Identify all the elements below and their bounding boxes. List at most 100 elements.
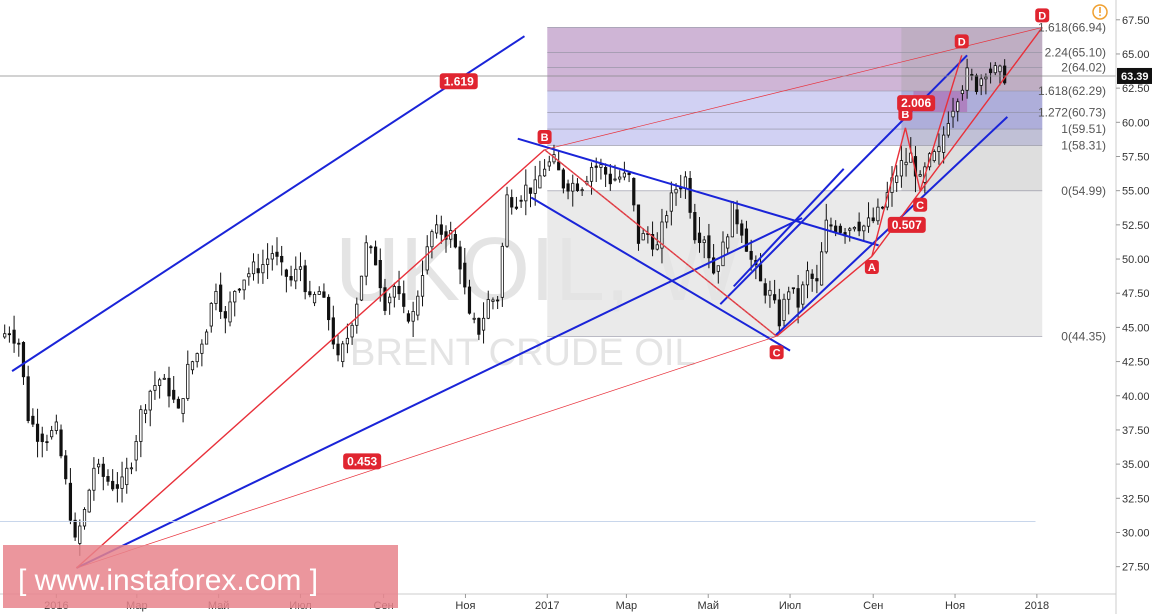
- candle-body: [744, 228, 749, 252]
- brand-banner[interactable]: [ www.instaforex.com ]: [3, 545, 398, 608]
- candle-body: [359, 275, 364, 301]
- candle-body: [327, 296, 331, 321]
- candle-body: [350, 324, 354, 338]
- y-tick-label: 55.00: [1122, 186, 1150, 198]
- candle-body: [59, 429, 63, 457]
- candle-body: [190, 361, 195, 371]
- candle-body: [669, 192, 673, 212]
- y-tick-label: 60.00: [1122, 117, 1150, 129]
- fib-level-label: 2.24(65.10): [1045, 46, 1106, 60]
- candle-body: [599, 164, 603, 168]
- candle-body: [768, 289, 772, 296]
- y-tick-label: 37.50: [1122, 425, 1150, 437]
- candle-body: [613, 178, 617, 181]
- candle-body: [186, 363, 190, 399]
- x-tick-label: Ноя: [455, 600, 475, 612]
- candle-body: [17, 342, 21, 345]
- candle-body: [693, 212, 697, 241]
- brand-text: [ www.instaforex.com ]: [18, 564, 318, 597]
- candle-body: [106, 476, 110, 482]
- retracement-zone-blue: [547, 91, 1043, 146]
- candle-body: [857, 221, 861, 232]
- candle-body: [439, 224, 443, 235]
- candle-body: [707, 235, 711, 259]
- candle-body: [711, 257, 716, 274]
- candle-body: [721, 241, 725, 267]
- candle-body: [561, 169, 565, 189]
- candle-body: [12, 329, 16, 344]
- candle-body: [557, 161, 561, 171]
- wave-point-badge: [954, 34, 969, 49]
- channel-lower-line: [76, 217, 803, 569]
- candle-body: [514, 206, 519, 209]
- candle-body: [542, 168, 547, 177]
- wave-point-label: C: [773, 347, 781, 359]
- candle-body: [308, 291, 312, 296]
- wave-line-xb: [75, 149, 546, 569]
- x-tick-label: 2018: [1025, 600, 1049, 612]
- y-tick-label: 52.50: [1122, 220, 1150, 232]
- candle-body: [284, 269, 288, 277]
- candle-body: [749, 250, 753, 260]
- candle-body: [519, 199, 523, 202]
- candle-body: [143, 409, 148, 414]
- candle-body: [45, 441, 49, 444]
- y-tick-label: 42.50: [1122, 357, 1150, 369]
- alert-icon[interactable]: [1092, 4, 1108, 20]
- candle-body: [937, 146, 941, 152]
- candle-body: [7, 333, 11, 336]
- candle-body: [64, 455, 68, 480]
- candle-body: [589, 167, 594, 182]
- candle-body: [463, 262, 467, 288]
- candle-body: [533, 179, 537, 194]
- x-tick-label: 2017: [535, 600, 559, 612]
- candle-body: [31, 415, 35, 425]
- candle-body: [148, 390, 152, 411]
- y-tick-label: 32.50: [1122, 493, 1150, 505]
- current-price-label: 63.39: [1121, 71, 1149, 83]
- candle-body: [674, 188, 678, 194]
- candle-body: [876, 206, 880, 222]
- fib-level-label: 2(64.02): [1061, 60, 1106, 74]
- candle-body: [782, 298, 786, 321]
- candle-body: [430, 231, 434, 248]
- candle-body: [467, 286, 472, 314]
- candle-body: [787, 291, 791, 300]
- candle-body: [730, 201, 734, 238]
- candle-body: [383, 287, 387, 311]
- candle-body: [87, 489, 91, 513]
- fib-level-label: 0(54.99): [1061, 184, 1106, 198]
- candle-body: [815, 278, 819, 282]
- candle-body: [918, 174, 922, 177]
- candle-body: [444, 231, 448, 240]
- y-tick-label: 57.50: [1122, 151, 1150, 163]
- candle-body: [960, 89, 965, 95]
- candle-body: [834, 225, 838, 233]
- candle-body: [373, 246, 378, 266]
- candle-body: [270, 253, 274, 260]
- candle-body: [486, 299, 490, 319]
- y-tick-label: 50.00: [1122, 254, 1150, 266]
- candles: [3, 58, 1007, 556]
- candle-body: [317, 290, 321, 295]
- retracement-zone-gray: [547, 190, 1043, 337]
- candle-body: [481, 317, 486, 331]
- y-tick-label: 35.00: [1122, 459, 1150, 471]
- ratio-labels: 1.619 0.453 2.006 0.507: [343, 73, 936, 470]
- y-tick-label: 47.50: [1122, 288, 1150, 300]
- candle-body: [660, 221, 664, 249]
- candle-body: [223, 311, 227, 319]
- candle-body: [50, 430, 54, 438]
- candle-body: [402, 293, 406, 307]
- y-tick-label: 30.00: [1122, 527, 1150, 539]
- candle-body: [204, 331, 209, 345]
- candle-body: [388, 296, 392, 304]
- candle-body: [566, 183, 570, 192]
- candle-body: [777, 299, 781, 327]
- candle-body: [951, 110, 955, 118]
- candle-body: [54, 421, 58, 431]
- candle-body: [796, 288, 800, 308]
- candle-body: [158, 379, 162, 386]
- candle-body: [632, 177, 636, 206]
- wave-line-ca: [776, 255, 873, 337]
